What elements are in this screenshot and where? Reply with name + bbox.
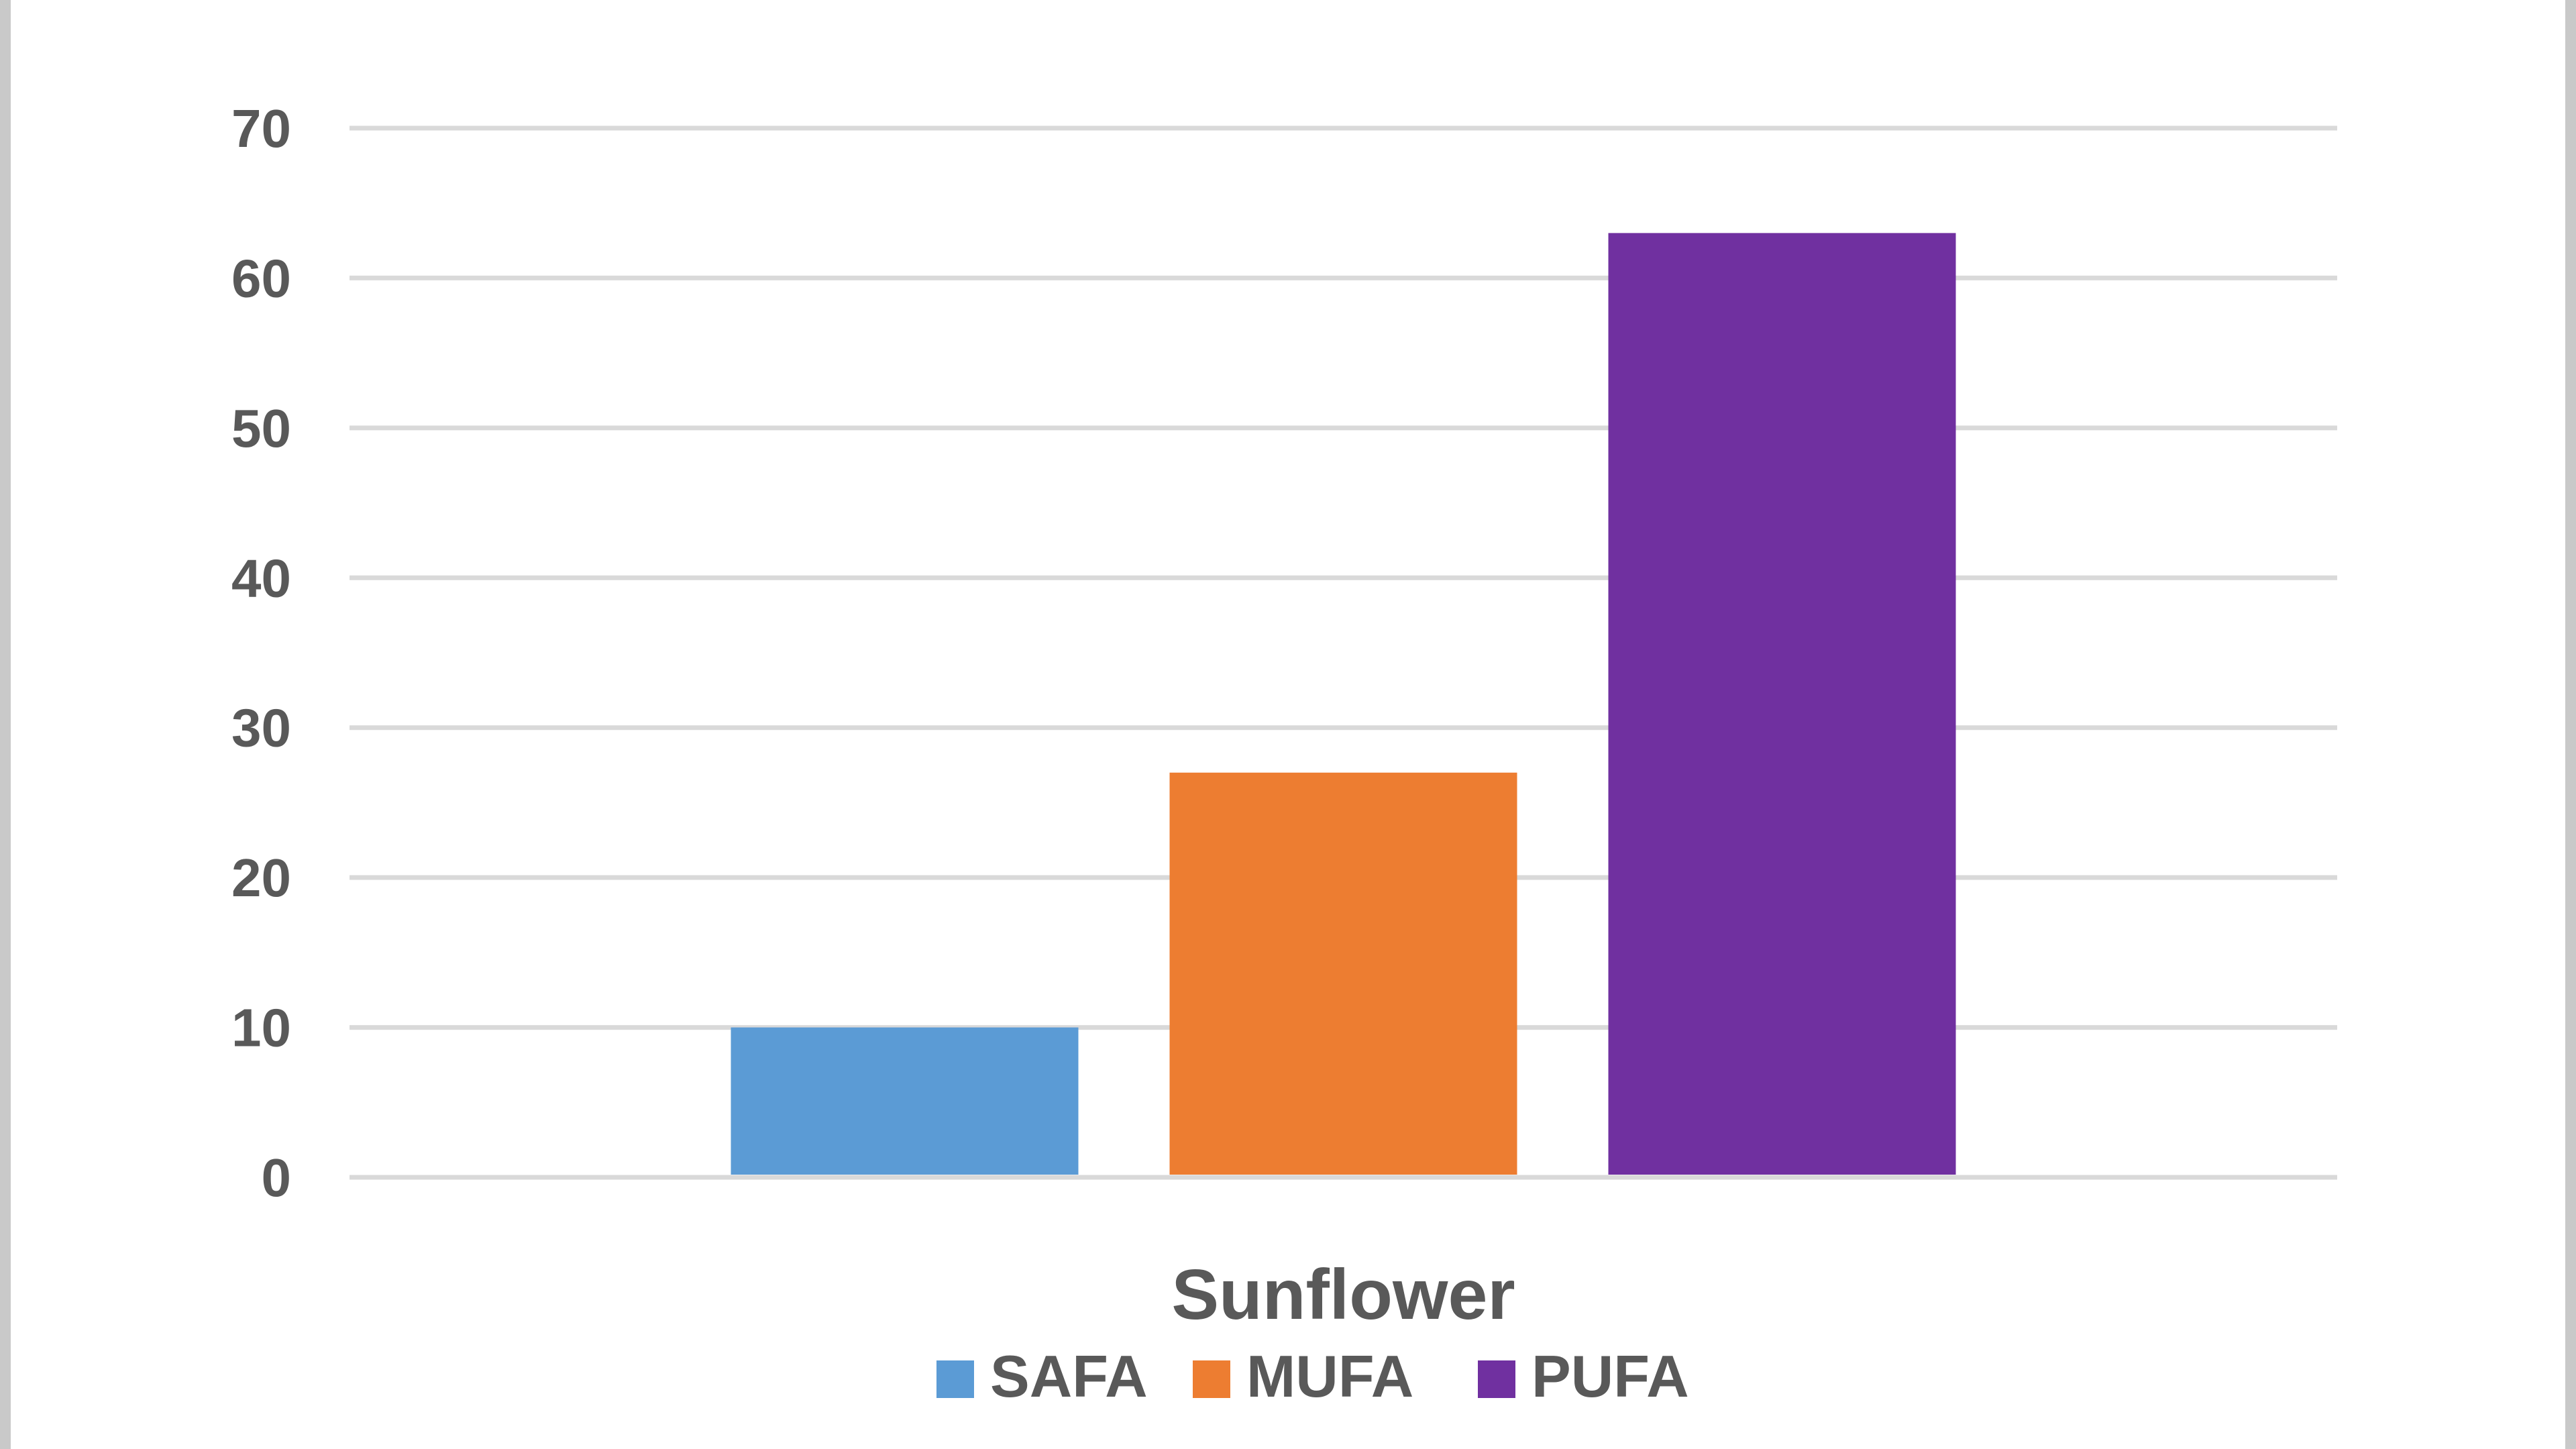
y-tick-label: 50 [231,398,291,458]
legend-label-pufa: PUFA [1532,1343,1689,1409]
y-tick-label: 60 [231,248,291,308]
y-tick-label: 40 [231,548,291,608]
y-tick-label: 0 [262,1148,292,1208]
legend-label-safa: SAFA [990,1343,1148,1409]
y-tick-label: 70 [231,99,291,158]
legend-swatch-mufa [1193,1360,1230,1398]
bar-mufa [1169,772,1517,1175]
bar-pufa [1608,233,1956,1175]
bar-safa [731,1027,1079,1175]
y-tick-label: 20 [231,848,291,908]
bar-chart: 0 10 20 30 40 50 60 70 Sunflower SAFA MUFA PUFA [231,99,2337,1409]
x-category-label: Sunflower [1171,1255,1515,1334]
y-tick-label: 30 [231,698,291,758]
y-tick-label: 10 [231,998,291,1058]
legend-swatch-pufa [1478,1360,1515,1398]
legend-swatch-safa [936,1360,974,1398]
legend-label-mufa: MUFA [1246,1343,1413,1409]
